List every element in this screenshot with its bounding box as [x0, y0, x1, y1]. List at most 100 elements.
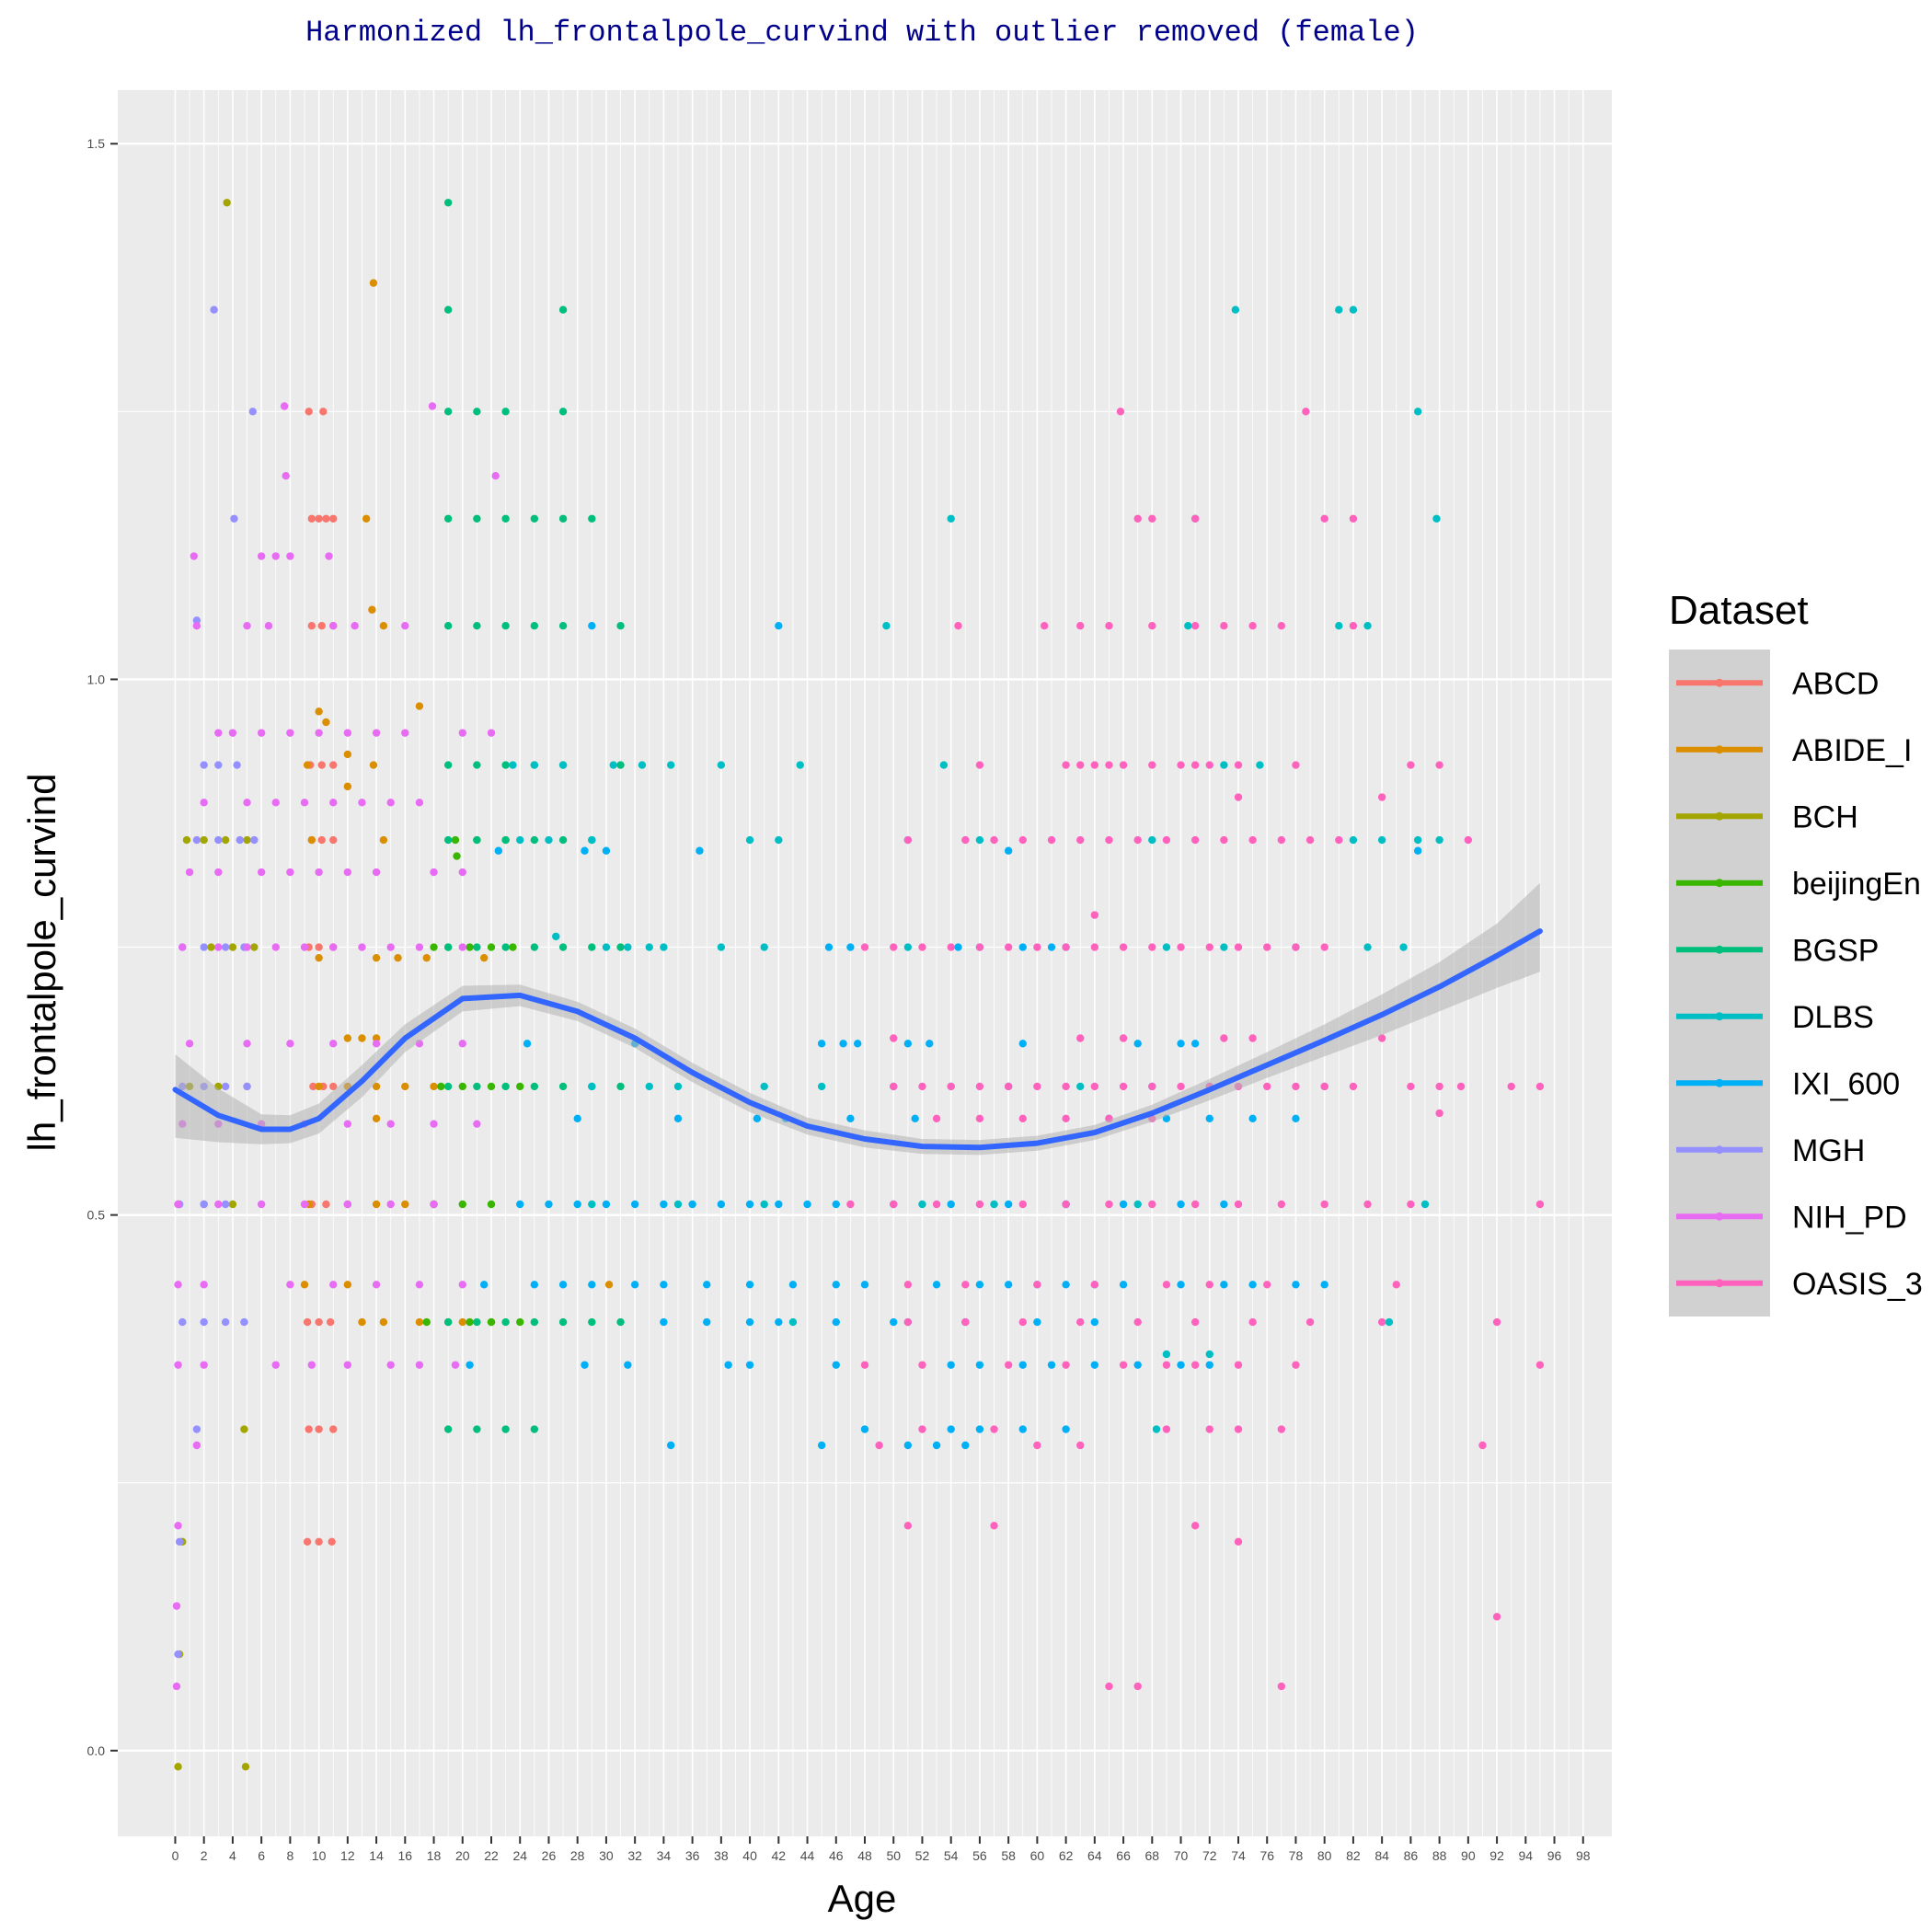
- data-point: [200, 835, 208, 845]
- x-tick-label: 58: [1001, 1848, 1016, 1863]
- data-point: [609, 761, 617, 769]
- data-point: [558, 1317, 568, 1327]
- data-point: [939, 761, 949, 769]
- data-point: [1018, 1040, 1027, 1048]
- data-point: [458, 868, 466, 877]
- data-point: [458, 1200, 466, 1209]
- data-point: [200, 761, 208, 769]
- data-point: [192, 616, 201, 625]
- data-point: [523, 1040, 532, 1048]
- data-point: [428, 402, 437, 410]
- data-point: [479, 953, 489, 962]
- data-point: [223, 199, 231, 207]
- data-point: [1256, 761, 1264, 769]
- data-point: [1349, 835, 1358, 845]
- data-point: [491, 471, 500, 480]
- data-point: [530, 943, 539, 951]
- data-point: [1349, 514, 1358, 523]
- x-tick-label: 74: [1231, 1848, 1246, 1863]
- data-point: [343, 868, 352, 877]
- data-point: [630, 1281, 639, 1289]
- data-point: [688, 1200, 696, 1209]
- data-point: [803, 1200, 811, 1209]
- data-point: [1478, 1441, 1487, 1450]
- data-point: [228, 729, 237, 737]
- data-point: [271, 552, 280, 560]
- data-point: [1349, 305, 1358, 314]
- legend-label: OASIS_3: [1792, 1267, 1923, 1302]
- data-point: [530, 622, 539, 630]
- data-point: [1492, 1317, 1501, 1327]
- data-point: [1162, 943, 1171, 951]
- x-tick-label: 98: [1576, 1848, 1591, 1863]
- data-point: [343, 782, 352, 791]
- data-point: [1162, 835, 1171, 845]
- data-point: [1062, 1361, 1070, 1369]
- data-point: [430, 1120, 438, 1128]
- data-point: [1047, 1361, 1056, 1369]
- data-point: [975, 761, 984, 769]
- data-point: [745, 1281, 754, 1289]
- data-point: [745, 1317, 754, 1327]
- data-point: [1076, 1441, 1085, 1450]
- data-point: [473, 622, 481, 630]
- data-point: [616, 622, 625, 630]
- data-point: [975, 1200, 984, 1209]
- data-point: [487, 729, 496, 737]
- data-point: [221, 835, 230, 845]
- data-point: [329, 514, 338, 523]
- data-point: [430, 1200, 438, 1209]
- data-point: [1062, 761, 1070, 769]
- x-axis-title: Age: [828, 1877, 897, 1920]
- data-point: [358, 1317, 366, 1327]
- data-point: [890, 1200, 898, 1209]
- data-point: [243, 943, 251, 951]
- data-point: [286, 729, 294, 737]
- data-point: [372, 868, 381, 877]
- data-point: [1435, 835, 1443, 845]
- data-point: [817, 1441, 826, 1450]
- data-point: [362, 514, 371, 523]
- data-point: [501, 514, 510, 523]
- data-point: [1377, 793, 1386, 801]
- data-point: [961, 835, 970, 845]
- data-point: [1004, 1200, 1013, 1209]
- data-point: [430, 868, 438, 877]
- data-point: [430, 943, 438, 951]
- chart-title: Harmonized lh_frontalpole_curvind with o…: [305, 16, 1419, 50]
- data-point: [1320, 1082, 1328, 1091]
- data-point: [1205, 1425, 1213, 1433]
- data-point: [1062, 1082, 1070, 1091]
- data-point: [1220, 761, 1228, 769]
- data-point: [257, 552, 266, 560]
- data-point: [932, 1281, 941, 1289]
- data-point: [1148, 622, 1156, 630]
- data-point: [466, 943, 474, 951]
- data-point: [233, 761, 241, 769]
- data-point: [788, 1317, 798, 1327]
- data-point: [200, 1317, 208, 1327]
- data-point: [443, 1082, 453, 1091]
- data-point: [745, 1361, 754, 1369]
- data-point: [386, 1200, 395, 1209]
- data-point: [282, 471, 290, 480]
- data-point: [1320, 1200, 1328, 1209]
- x-tick-label: 96: [1547, 1848, 1562, 1863]
- data-point: [501, 1425, 510, 1433]
- data-point: [236, 835, 244, 845]
- data-point: [230, 514, 238, 523]
- x-tick-label: 86: [1404, 1848, 1419, 1863]
- data-point: [300, 943, 309, 951]
- data-point: [1464, 835, 1473, 845]
- data-point: [458, 1040, 466, 1048]
- smooth-line: [172, 928, 1543, 1151]
- data-point: [322, 718, 330, 727]
- x-tick-label: 94: [1519, 1848, 1534, 1863]
- data-point: [1399, 943, 1408, 951]
- data-point: [975, 1082, 984, 1091]
- data-point: [1413, 846, 1422, 855]
- data-point: [817, 1082, 826, 1091]
- data-point: [1413, 835, 1422, 845]
- data-point: [1277, 1425, 1286, 1433]
- x-tick-label: 44: [800, 1848, 815, 1863]
